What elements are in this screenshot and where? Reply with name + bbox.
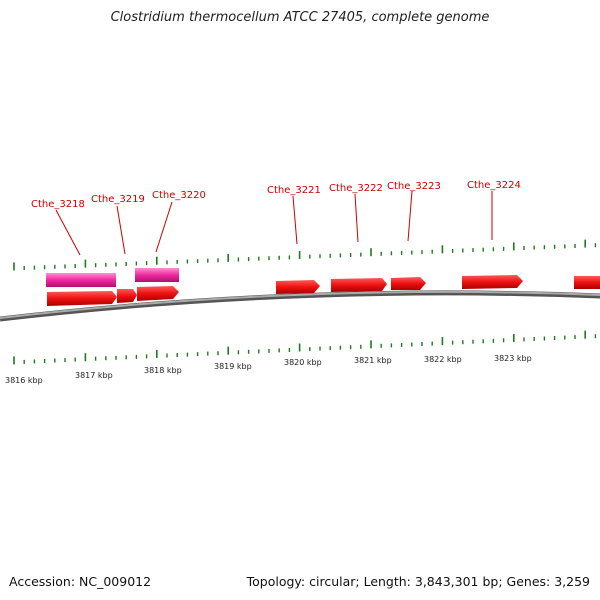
outer-tick-row <box>13 239 597 271</box>
gene-label-cthe-3223: Cthe_3223 <box>387 181 441 192</box>
inner-tick-row <box>13 330 597 365</box>
cds-arrow-cthe-3221[interactable] <box>276 280 320 294</box>
cds-arrow-cthe-3224[interactable] <box>462 275 523 289</box>
scale-label-3822: 3822 kbp <box>424 355 462 364</box>
gene-label-cthe-3224: Cthe_3224 <box>467 180 521 191</box>
callout-lines <box>55 190 493 256</box>
accession-text: Accession: NC_009012 <box>9 574 152 589</box>
scale-label-3818: 3818 kbp <box>144 366 182 375</box>
scale-label-3820: 3820 kbp <box>284 358 322 367</box>
gene-label-cthe-3219: Cthe_3219 <box>91 194 145 205</box>
scale-label-3819: 3819 kbp <box>214 362 252 371</box>
gene-label-cthe-3222: Cthe_3222 <box>329 183 383 194</box>
gene-label-cthe-3218: Cthe_3218 <box>31 199 85 210</box>
map-title: Clostridium thermocellum ATCC 27405, com… <box>110 10 490 25</box>
scale-label-3823: 3823 kbp <box>494 354 532 363</box>
gene-label-cthe-3220: Cthe_3220 <box>152 190 206 201</box>
cds-arrow-cthe-3218[interactable] <box>47 291 117 306</box>
scale-label-3816: 3816 kbp <box>5 376 43 385</box>
cds-arrow-cthe-3222[interactable] <box>331 278 387 292</box>
cds-arrow-cthe-3220[interactable] <box>137 286 179 301</box>
genome-summary-text: Topology: circular; Length: 3,843,301 bp… <box>246 574 590 589</box>
cds-arrow-partial[interactable] <box>574 276 600 289</box>
gene-feature-cthe-3220[interactable] <box>135 268 179 282</box>
gene-feature-cthe-3218[interactable] <box>46 273 116 287</box>
scale-label-3821: 3821 kbp <box>354 356 392 365</box>
backbone-shadow <box>0 290 600 322</box>
gene-label-cthe-3221: Cthe_3221 <box>267 185 321 196</box>
cds-arrow-cthe-3223[interactable] <box>391 277 426 290</box>
cds-arrow-cthe-3219[interactable] <box>117 289 137 303</box>
scale-label-3817: 3817 kbp <box>75 371 113 380</box>
backbone <box>0 290 600 319</box>
